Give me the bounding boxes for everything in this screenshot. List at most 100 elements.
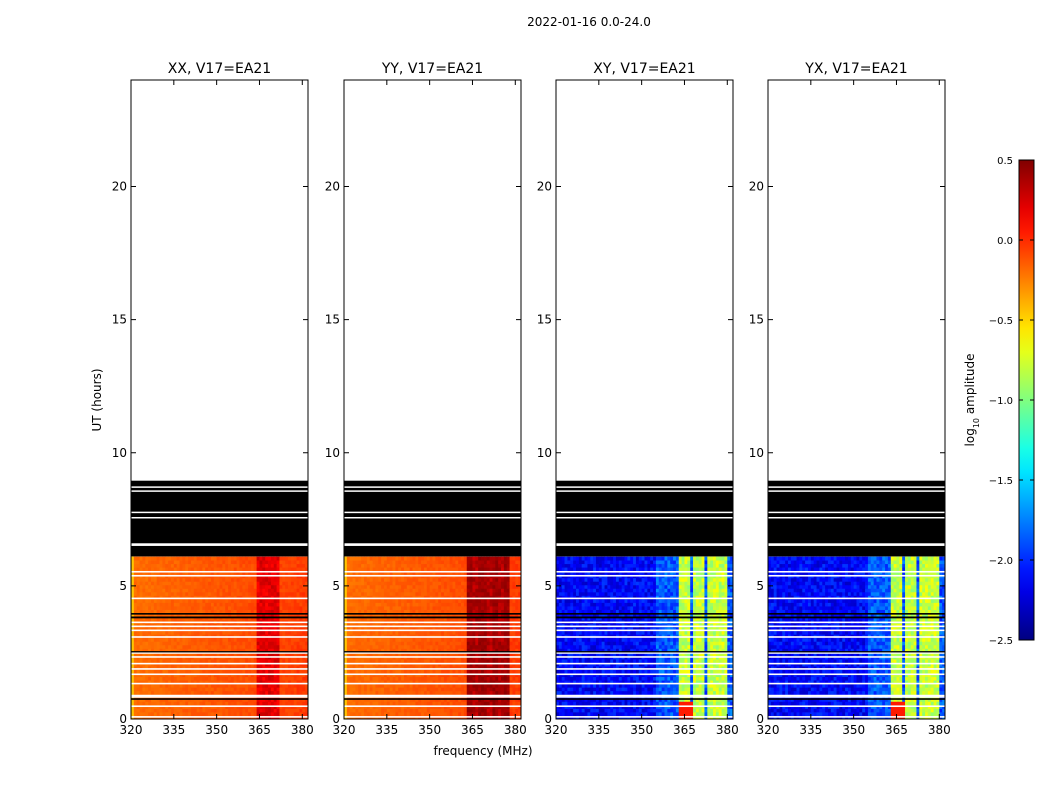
heatmap-cell [495,616,499,621]
heatmap-cell [381,701,385,706]
heatmap-cell [452,613,456,618]
heatmap-cell [170,584,175,589]
heatmap-cell [512,680,516,685]
heatmap-cell [352,669,356,674]
heatmap-cell [469,658,473,663]
heatmap-cell [276,595,280,600]
heatmap-cell [188,711,192,716]
heatmap-cell [182,584,186,589]
heatmap-cell [153,616,158,621]
heatmap-cell [136,556,140,561]
gap-row [131,570,308,573]
heatmap-cell [344,598,348,603]
heatmap-cell [159,683,163,688]
heatmap-cell [361,616,365,621]
heatmap-cell [265,588,269,593]
heatmap-cell [355,708,359,713]
heatmap-cell [421,666,425,670]
heatmap-cell [398,666,402,670]
heatmap-cell [199,630,203,635]
heatmap-cell [168,591,172,596]
heatmap-cell [506,606,510,610]
heatmap-cell [265,563,269,568]
heatmap-cell [133,708,138,713]
heatmap-cell [262,616,266,621]
heatmap-cell [452,602,456,607]
heatmap-cell [282,662,286,667]
heatmap-cell [458,627,462,632]
heatmap-cell [136,616,140,621]
heatmap-cell [242,708,246,713]
heatmap-cell [213,609,218,614]
heatmap-cell [463,662,468,667]
heatmap-cell [498,637,502,642]
heatmap-cell [259,598,263,603]
heatmap-cell [173,658,178,663]
heatmap-cell [156,630,160,635]
heatmap-cell [233,581,238,586]
heatmap-cell [443,648,448,653]
heatmap-cell [239,637,243,642]
heatmap-cell [492,609,496,614]
heatmap-cell [176,598,180,603]
heatmap-cell [236,570,240,575]
heatmap-cell [455,609,459,614]
heatmap-cell [375,644,379,649]
heatmap-cell [495,630,499,635]
heatmap-cell [358,613,362,618]
heatmap-cell [150,560,155,565]
heatmap-cell [162,641,166,646]
heatmap-cell [299,563,303,568]
heatmap-cell [352,662,356,667]
heatmap-cell [293,598,297,603]
heatmap-cell [466,711,471,716]
heatmap-cell [443,637,448,642]
heatmap-cell [461,708,465,713]
heatmap-cell [276,711,280,716]
heatmap-cell [153,662,158,667]
heatmap-cell [142,577,146,582]
heatmap-cell [366,630,371,635]
heatmap-cell [233,570,238,575]
heatmap-cell [256,627,260,632]
heatmap-cell [412,683,416,688]
heatmap-cell [142,584,146,589]
heatmap-cell [185,560,189,565]
heatmap-cell [381,658,385,663]
heatmap-cell [446,658,451,663]
heatmap-cell [199,690,203,695]
heatmap-cell [213,676,218,681]
heatmap-cell [435,609,439,614]
heatmap-cell [279,690,283,695]
gap-row [131,662,308,665]
heatmap-cell [239,606,243,610]
heatmap-cell [210,708,215,713]
x-tick-label: 350 [205,723,228,737]
heatmap-cell [429,641,433,646]
heatmap-cell [409,687,413,692]
heatmap-cell [279,556,283,561]
heatmap-cell [139,577,143,582]
heatmap-cell [253,613,258,618]
heatmap-cell [236,669,240,674]
heatmap-cell [153,708,158,713]
heatmap-cell [432,676,436,681]
heatmap-cell [418,651,422,656]
heatmap-cell [168,588,172,593]
heatmap-cell [349,644,353,649]
heatmap-cell [369,669,373,674]
heatmap-cell [401,630,405,635]
heatmap-cell [239,676,243,681]
heatmap-cell [173,669,178,674]
heatmap-cell [131,581,135,586]
heatmap-cell [179,683,183,688]
heatmap-cell [429,676,433,681]
heatmap-cell [270,641,275,646]
heatmap-cell [262,711,266,716]
heatmap-cell [386,666,391,670]
heatmap-cell [305,666,309,670]
heatmap-cell [262,683,266,688]
heatmap-cell [406,708,411,713]
heatmap-cell [466,666,471,670]
